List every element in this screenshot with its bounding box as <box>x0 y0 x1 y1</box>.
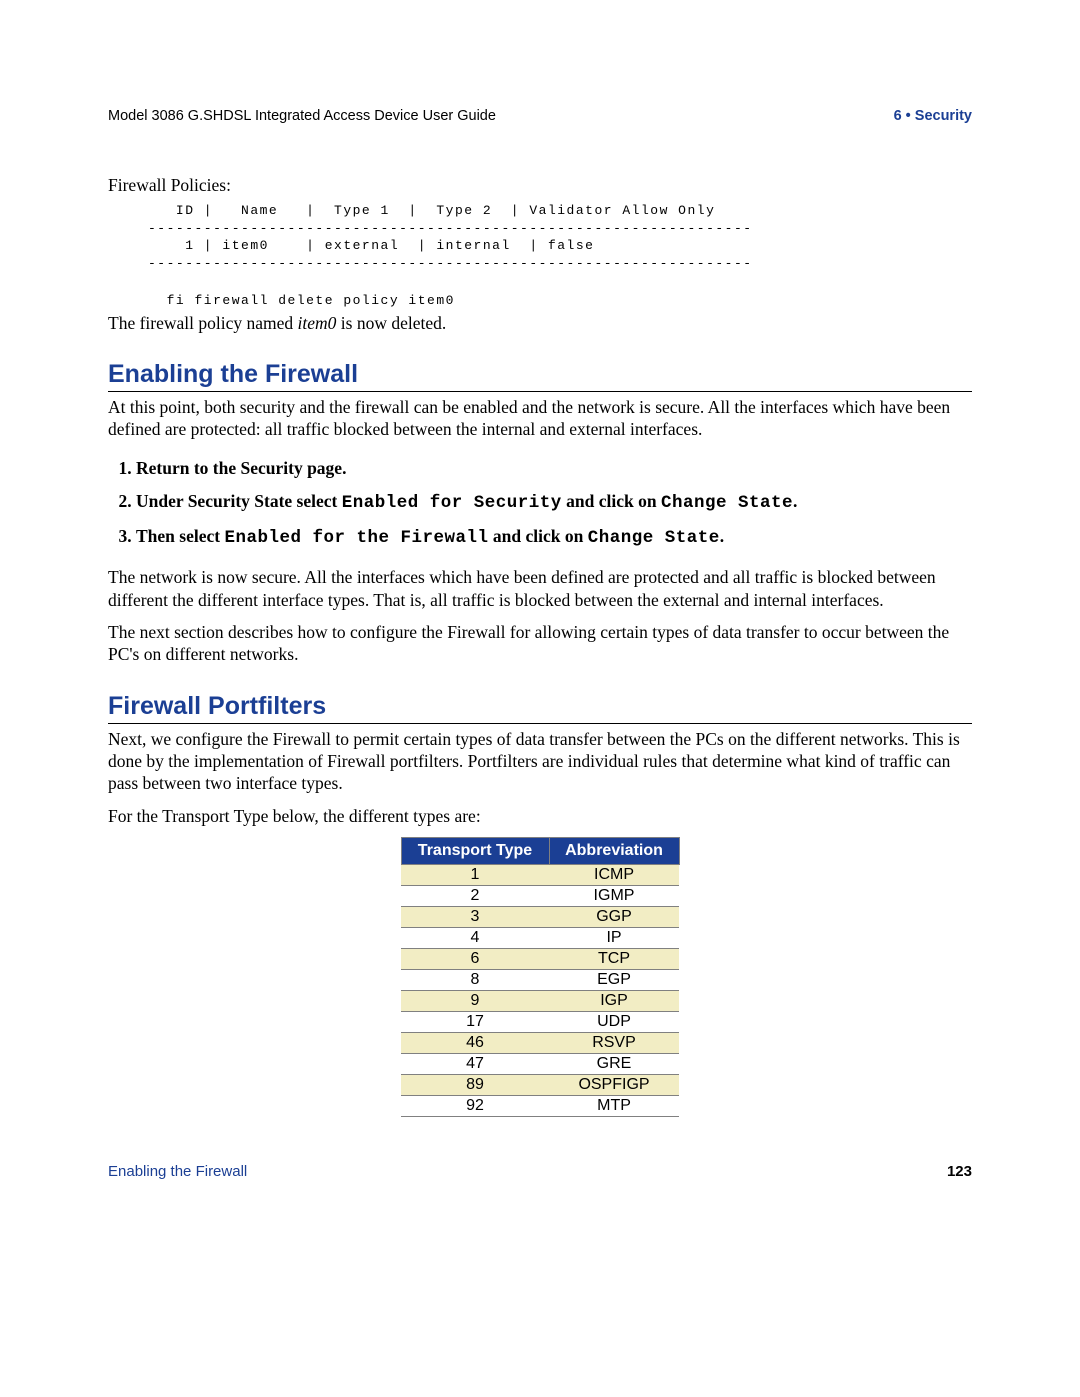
abbreviation-cell: EGP <box>549 970 679 991</box>
step-2-c: . <box>793 491 797 511</box>
section1-para2: The next section describes how to config… <box>108 621 972 666</box>
transport-number-cell: 1 <box>401 865 549 886</box>
transport-number-cell: 89 <box>401 1075 549 1096</box>
table-row: 4IP <box>401 928 679 949</box>
delete-command: fi firewall delete policy item0 <box>148 293 972 308</box>
table-row: 2IGMP <box>401 886 679 907</box>
abbreviation-cell: TCP <box>549 949 679 970</box>
table-row: 8EGP <box>401 970 679 991</box>
section1-intro: At this point, both security and the fir… <box>108 396 972 441</box>
abbreviation-cell: GRE <box>549 1054 679 1075</box>
abbreviation-cell: OSPFIGP <box>549 1075 679 1096</box>
transport-number-cell: 92 <box>401 1096 549 1117</box>
table-row: 1ICMP <box>401 865 679 886</box>
table-row: 92MTP <box>401 1096 679 1117</box>
footer-section-name: Enabling the Firewall <box>108 1163 247 1180</box>
transport-table-wrap: Transport Type Abbreviation 1ICMP2IGMP3G… <box>108 837 972 1117</box>
transport-number-cell: 6 <box>401 949 549 970</box>
page-header: Model 3086 G.SHDSL Integrated Access Dev… <box>108 108 972 124</box>
table-row: 6TCP <box>401 949 679 970</box>
table-header-row: Transport Type Abbreviation <box>401 838 679 865</box>
steps-list: Return to the Security page. Under Secur… <box>108 455 972 552</box>
deleted-confirmation: The firewall policy named item0 is now d… <box>108 312 972 334</box>
deleted-pre: The firewall policy named <box>108 313 298 333</box>
step-2-a: Under Security State select <box>136 491 342 511</box>
section-heading-enabling-firewall: Enabling the Firewall <box>108 360 972 392</box>
table-header-abbreviation: Abbreviation <box>549 838 679 865</box>
step-3: Then select Enabled for the Firewall and… <box>136 523 972 552</box>
step-2-b: and click on <box>562 491 661 511</box>
section2-lead: For the Transport Type below, the differ… <box>108 805 972 827</box>
table-row: 3GGP <box>401 907 679 928</box>
step-3-code2: Change State <box>588 528 720 548</box>
step-2-code1: Enabled for Security <box>342 493 562 513</box>
policies-label: Firewall Policies: <box>108 174 972 196</box>
page-footer: Enabling the Firewall 123 <box>108 1163 972 1180</box>
step-3-c: . <box>720 526 724 546</box>
deleted-post: is now deleted. <box>336 313 446 333</box>
transport-number-cell: 46 <box>401 1033 549 1054</box>
step-1-text: Return to the Security page. <box>136 458 346 478</box>
transport-number-cell: 4 <box>401 928 549 949</box>
abbreviation-cell: ICMP <box>549 865 679 886</box>
transport-number-cell: 2 <box>401 886 549 907</box>
abbreviation-cell: MTP <box>549 1096 679 1117</box>
section2-intro: Next, we configure the Firewall to permi… <box>108 728 972 795</box>
step-1: Return to the Security page. <box>136 455 972 482</box>
abbreviation-cell: GGP <box>549 907 679 928</box>
table-row: 17UDP <box>401 1012 679 1033</box>
section-heading-portfilters: Firewall Portfilters <box>108 692 972 724</box>
deleted-item-name: item0 <box>298 313 337 333</box>
table-row: 47GRE <box>401 1054 679 1075</box>
step-3-code1: Enabled for the Firewall <box>224 528 488 548</box>
document-page: Model 3086 G.SHDSL Integrated Access Dev… <box>0 0 1080 1220</box>
table-row: 46RSVP <box>401 1033 679 1054</box>
transport-number-cell: 17 <box>401 1012 549 1033</box>
policies-table-block: ID | Name | Type 1 | Type 2 | Validator … <box>148 202 972 272</box>
abbreviation-cell: UDP <box>549 1012 679 1033</box>
transport-number-cell: 9 <box>401 991 549 1012</box>
transport-number-cell: 47 <box>401 1054 549 1075</box>
header-chapter: 6 • Security <box>894 108 972 124</box>
step-2-code2: Change State <box>661 493 793 513</box>
section1-para1: The network is now secure. All the inter… <box>108 566 972 611</box>
table-row: 89OSPFIGP <box>401 1075 679 1096</box>
header-guide-title: Model 3086 G.SHDSL Integrated Access Dev… <box>108 108 496 124</box>
step-3-b: and click on <box>489 526 588 546</box>
step-2: Under Security State select Enabled for … <box>136 488 972 517</box>
abbreviation-cell: IGP <box>549 991 679 1012</box>
abbreviation-cell: RSVP <box>549 1033 679 1054</box>
table-header-transport-type: Transport Type <box>401 838 549 865</box>
table-row: 9IGP <box>401 991 679 1012</box>
transport-type-table: Transport Type Abbreviation 1ICMP2IGMP3G… <box>401 837 680 1117</box>
step-3-a: Then select <box>136 526 224 546</box>
transport-number-cell: 8 <box>401 970 549 991</box>
footer-page-number: 123 <box>947 1163 972 1180</box>
abbreviation-cell: IGMP <box>549 886 679 907</box>
abbreviation-cell: IP <box>549 928 679 949</box>
transport-number-cell: 3 <box>401 907 549 928</box>
